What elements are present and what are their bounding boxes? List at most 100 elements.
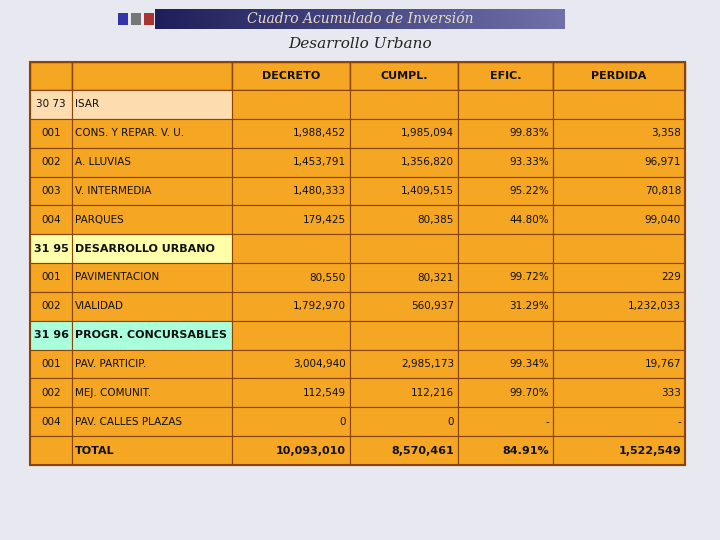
Bar <box>131 13 141 25</box>
Text: 99,040: 99,040 <box>644 215 681 225</box>
Bar <box>312 9 316 29</box>
Bar <box>473 9 477 29</box>
Bar <box>459 9 463 29</box>
Bar <box>350 321 458 349</box>
Bar <box>350 263 458 292</box>
Text: VIALIDAD: VIALIDAD <box>75 301 124 312</box>
Bar <box>442 9 446 29</box>
Bar <box>374 9 377 29</box>
Bar <box>458 321 553 349</box>
Bar <box>458 407 553 436</box>
Bar <box>232 292 350 321</box>
Bar <box>302 9 306 29</box>
Bar <box>309 9 312 29</box>
Text: 560,937: 560,937 <box>411 301 454 312</box>
Bar <box>483 9 487 29</box>
Bar <box>397 9 402 29</box>
Bar <box>30 62 685 465</box>
Bar <box>72 379 232 407</box>
Bar <box>30 177 72 205</box>
Bar <box>232 234 350 263</box>
Bar <box>350 119 458 148</box>
Bar <box>350 148 458 177</box>
Text: PAV. PARTICIP.: PAV. PARTICIP. <box>75 359 146 369</box>
Bar <box>213 9 217 29</box>
Bar <box>72 321 232 349</box>
Text: 1,988,452: 1,988,452 <box>293 129 346 138</box>
Bar <box>315 9 320 29</box>
Bar <box>189 9 193 29</box>
Bar <box>233 9 238 29</box>
Bar <box>220 9 224 29</box>
Text: 99.70%: 99.70% <box>509 388 549 398</box>
Bar <box>458 436 553 465</box>
Bar <box>305 9 310 29</box>
Text: 31.29%: 31.29% <box>509 301 549 312</box>
Bar <box>186 9 189 29</box>
Bar <box>72 234 232 263</box>
Bar <box>72 148 232 177</box>
Text: 1,232,033: 1,232,033 <box>628 301 681 312</box>
Bar <box>72 263 232 292</box>
Bar <box>155 9 159 29</box>
Text: 93.33%: 93.33% <box>509 157 549 167</box>
Bar <box>144 13 154 25</box>
Bar <box>230 9 234 29</box>
Bar <box>456 9 459 29</box>
Bar <box>428 9 432 29</box>
Bar <box>346 9 350 29</box>
Bar <box>425 9 429 29</box>
Text: PAVIMENTACION: PAVIMENTACION <box>75 273 159 282</box>
Bar <box>553 379 685 407</box>
Bar <box>476 9 480 29</box>
Bar <box>458 379 553 407</box>
Bar <box>30 349 72 379</box>
Bar <box>30 263 72 292</box>
Text: 112,549: 112,549 <box>303 388 346 398</box>
Bar <box>490 9 494 29</box>
Bar <box>30 205 72 234</box>
Text: 70,818: 70,818 <box>644 186 681 196</box>
Text: 004: 004 <box>41 417 60 427</box>
Bar <box>176 9 179 29</box>
Bar <box>553 148 685 177</box>
Text: 0: 0 <box>448 417 454 427</box>
Bar <box>72 349 232 379</box>
Bar <box>350 379 458 407</box>
Text: 99.72%: 99.72% <box>509 273 549 282</box>
Bar <box>179 9 183 29</box>
Bar <box>538 9 541 29</box>
Bar <box>232 379 350 407</box>
Text: 0: 0 <box>340 417 346 427</box>
Bar <box>408 9 412 29</box>
Bar <box>480 9 484 29</box>
Bar <box>292 9 296 29</box>
Text: 2,985,173: 2,985,173 <box>401 359 454 369</box>
Bar <box>493 9 498 29</box>
Bar <box>340 9 343 29</box>
Text: 30 73: 30 73 <box>36 99 66 110</box>
Bar <box>232 62 350 90</box>
Bar <box>514 9 518 29</box>
Bar <box>72 62 232 90</box>
Bar <box>30 90 72 119</box>
Text: 1,453,791: 1,453,791 <box>293 157 346 167</box>
Text: PARQUES: PARQUES <box>75 215 124 225</box>
Bar <box>72 177 232 205</box>
Text: CUMPL.: CUMPL. <box>380 71 428 81</box>
Bar <box>370 9 374 29</box>
Bar <box>562 9 565 29</box>
Text: 001: 001 <box>41 129 60 138</box>
Bar <box>232 148 350 177</box>
Bar <box>232 321 350 349</box>
Bar <box>271 9 275 29</box>
Bar <box>452 9 456 29</box>
Bar <box>507 9 510 29</box>
Text: 179,425: 179,425 <box>303 215 346 225</box>
Text: Desarrollo Urbano: Desarrollo Urbano <box>288 37 432 51</box>
Bar <box>553 436 685 465</box>
Bar <box>380 9 384 29</box>
Bar <box>458 263 553 292</box>
Bar <box>30 321 72 349</box>
Bar <box>158 9 162 29</box>
